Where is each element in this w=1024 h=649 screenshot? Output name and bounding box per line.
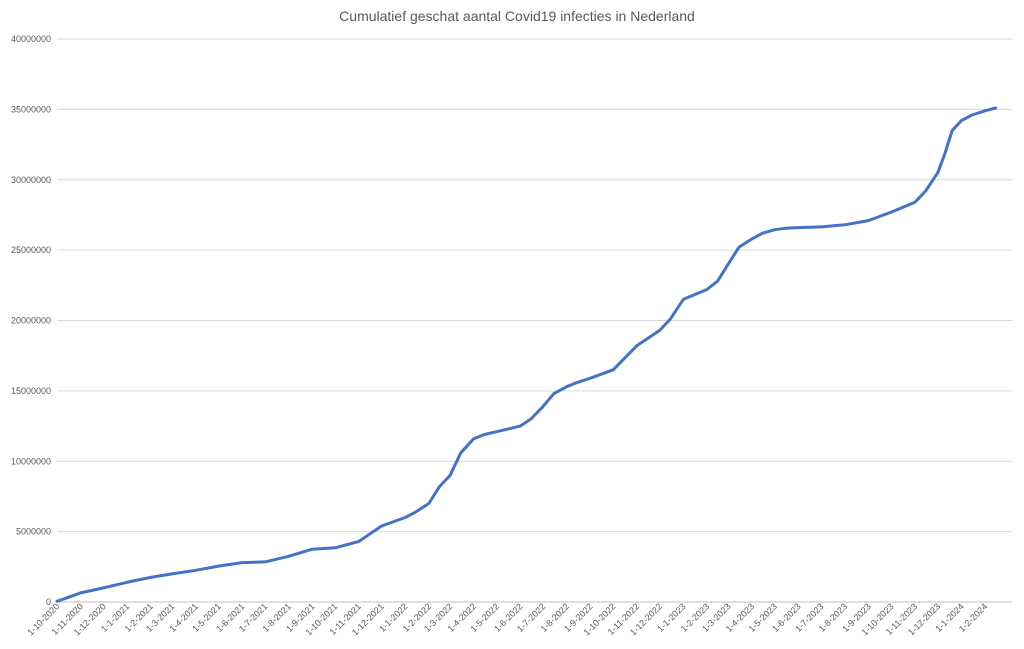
y-axis-tick-labels: 0 5000000 10000000 15000000 20000000 25000000… (11, 34, 51, 607)
chart-title: Cumulatief geschat aantal Covid19 infect… (339, 8, 695, 24)
y-tick-label: 30000000 (11, 175, 51, 185)
y-tick-label: 20000000 (11, 316, 51, 326)
gridlines (57, 38, 1012, 533)
y-tick-label: 0 (46, 597, 51, 607)
y-tick-label: 10000000 (11, 456, 51, 466)
y-tick-label: 40000000 (11, 34, 51, 44)
y-tick-label: 5000000 (16, 527, 51, 537)
series-line (55, 106, 998, 603)
y-tick-label: 25000000 (11, 245, 51, 255)
x-axis-tick-labels: 1-10-20201-11-20201-12-20201-1-20211-2-2… (25, 601, 989, 637)
series-group (55, 106, 998, 603)
y-tick-label: 15000000 (11, 386, 51, 396)
y-tick-label: 35000000 (11, 104, 51, 114)
